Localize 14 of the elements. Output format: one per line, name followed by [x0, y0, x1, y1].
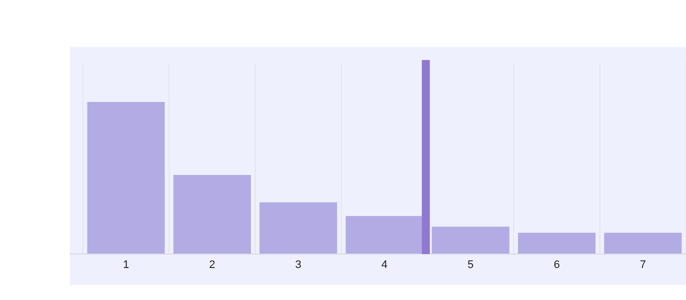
bar [173, 174, 251, 254]
bar [87, 102, 165, 254]
x-tick-label: 7 [640, 259, 646, 271]
bar [432, 226, 510, 254]
bar [346, 216, 424, 254]
x-tick-label: 4 [381, 259, 388, 271]
x-tick-label: 6 [554, 259, 560, 271]
bar [260, 202, 338, 254]
bar [604, 232, 682, 254]
x-tick-label: 2 [209, 259, 216, 271]
bar [518, 232, 596, 254]
x-tick-label: 3 [295, 259, 302, 271]
x-tick-label: 1 [122, 259, 130, 271]
x-tick-label: 5 [468, 259, 474, 271]
